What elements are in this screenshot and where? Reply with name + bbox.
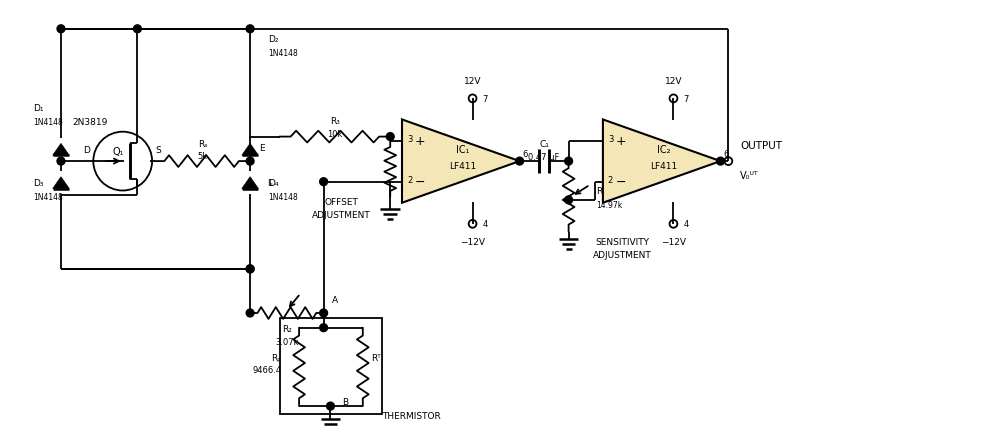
Circle shape — [246, 265, 254, 273]
Text: IC₂: IC₂ — [657, 145, 671, 155]
Text: 12V: 12V — [464, 77, 481, 86]
Circle shape — [57, 158, 65, 166]
Text: D₁: D₁ — [34, 104, 44, 112]
Text: −: − — [414, 176, 425, 189]
Circle shape — [246, 265, 254, 273]
Text: OUTPUT: OUTPUT — [740, 141, 782, 151]
Polygon shape — [53, 144, 69, 156]
Text: −12V: −12V — [661, 237, 686, 246]
Text: 10k: 10k — [410, 170, 425, 179]
Circle shape — [386, 133, 394, 141]
Circle shape — [246, 158, 254, 166]
Text: 6: 6 — [723, 149, 729, 158]
Circle shape — [717, 158, 724, 166]
Text: −12V: −12V — [460, 237, 485, 246]
Text: 1N4148: 1N4148 — [34, 118, 63, 127]
Text: Rₚ: Rₚ — [271, 353, 281, 362]
Circle shape — [246, 26, 254, 34]
Text: ADJUSTMENT: ADJUSTMENT — [593, 250, 652, 259]
Text: 3: 3 — [608, 135, 613, 144]
Text: +: + — [414, 135, 425, 147]
Text: Rₛ: Rₛ — [198, 140, 207, 149]
Circle shape — [320, 324, 328, 332]
Polygon shape — [242, 177, 258, 189]
Text: 4: 4 — [683, 220, 689, 229]
Text: −: − — [615, 176, 626, 189]
Circle shape — [57, 26, 65, 34]
Polygon shape — [242, 144, 258, 156]
Text: 7: 7 — [482, 95, 488, 104]
Text: 2: 2 — [407, 176, 412, 185]
Circle shape — [246, 309, 254, 317]
Text: 7: 7 — [683, 95, 689, 104]
Circle shape — [565, 197, 573, 204]
Text: R₁: R₁ — [596, 187, 606, 196]
Text: B: B — [342, 397, 348, 406]
Polygon shape — [603, 120, 720, 203]
Polygon shape — [402, 120, 520, 203]
Text: SENSITIVITY: SENSITIVITY — [596, 237, 650, 246]
Text: R₄: R₄ — [410, 157, 420, 166]
Text: 14.97k: 14.97k — [596, 200, 622, 209]
Text: 9466.4: 9466.4 — [252, 366, 281, 375]
Text: C₁: C₁ — [539, 140, 549, 149]
Text: D₃: D₃ — [34, 179, 44, 188]
Text: +: + — [615, 135, 626, 147]
Text: LF411: LF411 — [650, 161, 678, 170]
Text: LF411: LF411 — [450, 161, 477, 170]
Text: OFFSET: OFFSET — [324, 197, 358, 206]
Circle shape — [133, 26, 141, 34]
Text: Q₁: Q₁ — [112, 147, 124, 157]
Text: Iₛ: Iₛ — [267, 179, 273, 188]
Text: 2: 2 — [608, 176, 613, 185]
Text: D: D — [83, 145, 90, 154]
Text: ADJUSTMENT: ADJUSTMENT — [312, 210, 371, 219]
Text: 10k: 10k — [327, 130, 343, 139]
Circle shape — [320, 178, 328, 186]
Text: S: S — [155, 145, 161, 154]
Circle shape — [327, 402, 334, 410]
Text: 12V: 12V — [665, 77, 682, 86]
Text: 1N4148: 1N4148 — [268, 192, 297, 201]
Bar — [280, 318, 382, 414]
Polygon shape — [53, 177, 69, 189]
Text: 5k: 5k — [198, 151, 208, 160]
Text: A: A — [331, 295, 338, 304]
Text: 2N3819: 2N3819 — [73, 118, 108, 127]
Text: D₂: D₂ — [268, 35, 278, 44]
Text: 3.07k: 3.07k — [275, 337, 299, 346]
Circle shape — [320, 309, 328, 317]
Text: THERMISTOR: THERMISTOR — [382, 412, 441, 421]
Circle shape — [516, 158, 524, 166]
Text: E: E — [259, 144, 265, 153]
Text: IC₁: IC₁ — [456, 145, 470, 155]
Text: R₃: R₃ — [330, 117, 340, 126]
Text: R₂: R₂ — [282, 324, 292, 333]
Text: 0.47 μF: 0.47 μF — [528, 152, 560, 161]
Text: 1N4148: 1N4148 — [268, 49, 297, 58]
Text: 3: 3 — [407, 135, 412, 144]
Text: 4: 4 — [482, 220, 488, 229]
Text: 1N4148: 1N4148 — [34, 192, 63, 201]
Circle shape — [565, 158, 573, 166]
Text: V₀ᵁᵀ: V₀ᵁᵀ — [740, 170, 759, 181]
Text: Rᵀ: Rᵀ — [371, 353, 380, 362]
Text: 6: 6 — [523, 149, 528, 158]
Text: D₄: D₄ — [268, 179, 278, 188]
